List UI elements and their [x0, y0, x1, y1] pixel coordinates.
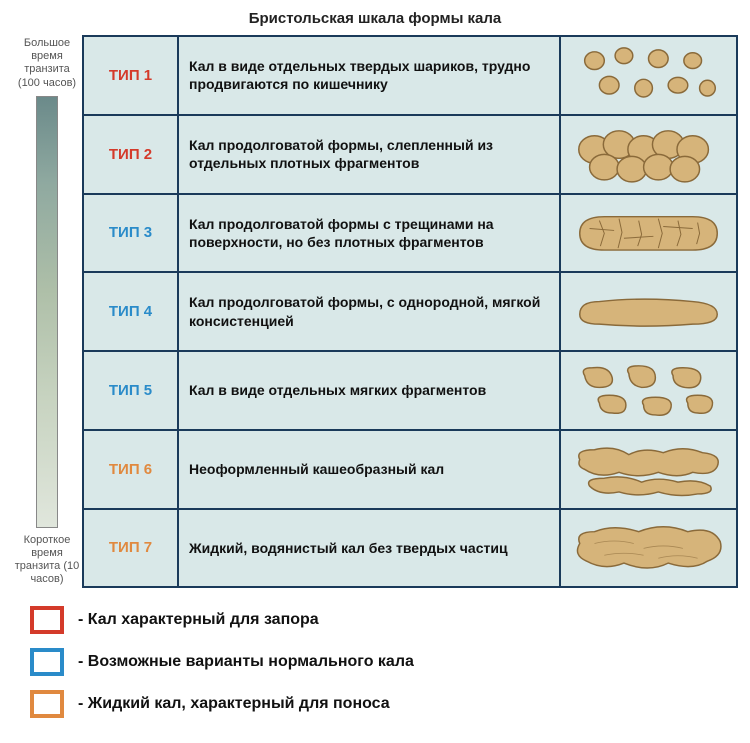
type-label: ТИП 6	[84, 431, 179, 508]
type-illustration	[561, 116, 736, 193]
table-row: ТИП 7Жидкий, водянистый кал без твердых …	[84, 510, 736, 587]
main-area: Большое время транзита (100 часов) Корот…	[0, 35, 750, 588]
legend-item: - Кал характерный для запора	[30, 606, 720, 634]
type-illustration	[561, 273, 736, 350]
table-row: ТИП 5Кал в виде отдельных мягких фрагмен…	[84, 352, 736, 431]
table-row: ТИП 4Кал продолговатой формы, с однородн…	[84, 273, 736, 352]
scale-gradient-bar	[36, 96, 58, 528]
legend-swatch	[30, 690, 64, 718]
legend-swatch	[30, 606, 64, 634]
legend-label: - Кал характерный для запора	[78, 611, 319, 629]
type-illustration	[561, 352, 736, 429]
type-description: Кал продолговатой формы, слепленный из о…	[179, 116, 561, 193]
table-row: ТИП 2Кал продолговатой формы, слепленный…	[84, 116, 736, 195]
legend-swatch	[30, 648, 64, 676]
bristol-table: ТИП 1Кал в виде отдельных твердых шарико…	[82, 35, 738, 588]
type-label: ТИП 1	[84, 37, 179, 114]
table-row: ТИП 3Кал продолговатой формы с трещинами…	[84, 195, 736, 274]
type-label: ТИП 3	[84, 195, 179, 272]
type-label: ТИП 5	[84, 352, 179, 429]
type-description: Кал продолговатой формы с трещинами на п…	[179, 195, 561, 272]
type-label: ТИП 7	[84, 510, 179, 587]
legend-item: - Жидкий кал, характерный для поноса	[30, 690, 720, 718]
scale-bottom-label: Короткое время транзита (10 часов)	[12, 532, 82, 589]
type-description: Кал продолговатой формы, с однородной, м…	[179, 273, 561, 350]
type-illustration	[561, 37, 736, 114]
transit-scale: Большое время транзита (100 часов) Корот…	[12, 35, 82, 588]
type-description: Кал в виде отдельных твердых шариков, тр…	[179, 37, 561, 114]
scale-top-label: Большое время транзита (100 часов)	[12, 35, 82, 92]
table-row: ТИП 6Неоформленный кашеобразный кал	[84, 431, 736, 510]
type-description: Жидкий, водянистый кал без твердых части…	[179, 510, 561, 587]
legend-item: - Возможные варианты нормального кала	[30, 648, 720, 676]
type-description: Неоформленный кашеобразный кал	[179, 431, 561, 508]
table-row: ТИП 1Кал в виде отдельных твердых шарико…	[84, 37, 736, 116]
type-description: Кал в виде отдельных мягких фрагментов	[179, 352, 561, 429]
type-illustration	[561, 195, 736, 272]
chart-title: Бристольская шкала формы кала	[0, 0, 750, 35]
legend-label: - Жидкий кал, характерный для поноса	[78, 695, 390, 713]
type-illustration	[561, 510, 736, 587]
type-label: ТИП 4	[84, 273, 179, 350]
type-label: ТИП 2	[84, 116, 179, 193]
legend: - Кал характерный для запора - Возможные …	[0, 588, 750, 742]
legend-label: - Возможные варианты нормального кала	[78, 653, 414, 671]
type-illustration	[561, 431, 736, 508]
